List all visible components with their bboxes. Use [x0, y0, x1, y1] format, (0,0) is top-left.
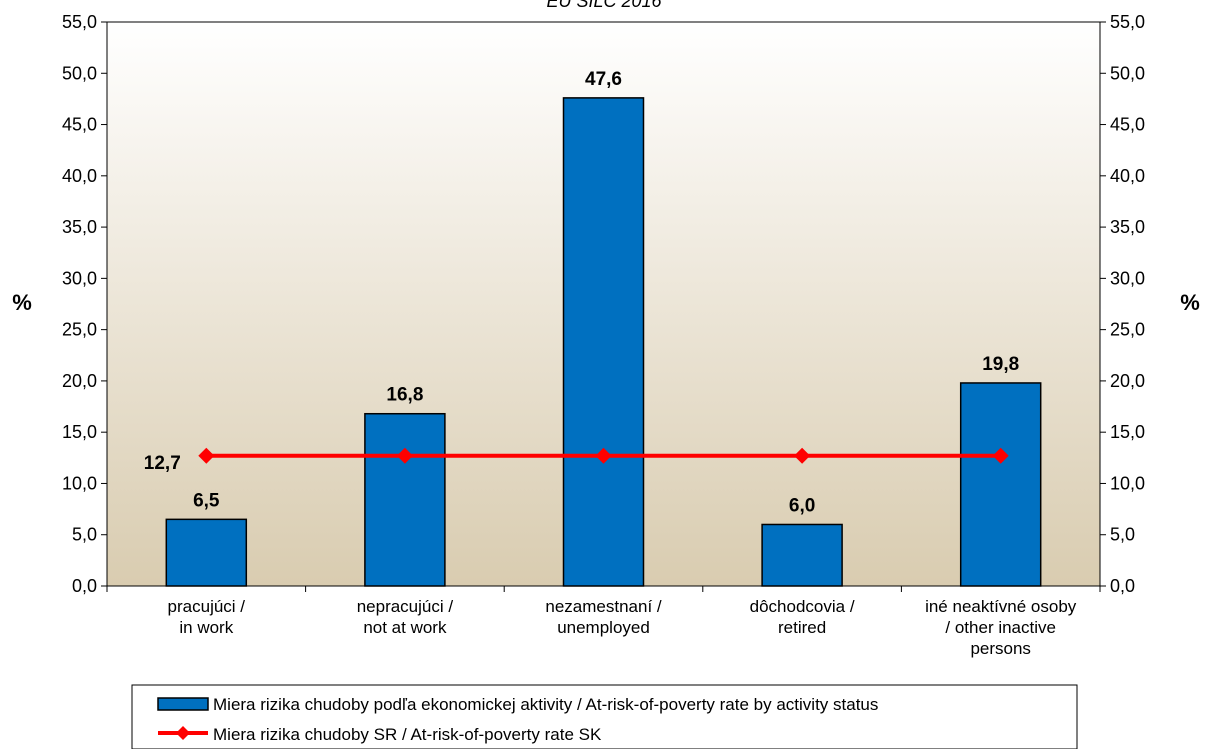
y-tick-label-right: 50,0 — [1110, 63, 1145, 83]
line-marker — [992, 447, 1009, 464]
x-axis: pracujúci / in work nepracujúci / not at wo… — [106, 586, 1101, 658]
bar — [761, 523, 843, 587]
line-value-label: 12,7 — [144, 453, 181, 474]
y-tick-label-left: 0,0 — [72, 576, 97, 596]
y-tick-label-left: 55,0 — [62, 12, 97, 32]
y-tick-label-right: 0,0 — [1110, 576, 1135, 596]
y-axis-title-left: % — [12, 290, 32, 315]
y-axis-left: 0,0 5,0 10,0 15,0 20,0 25,0 30,0 35,0 40,0 45,0 50… — [62, 12, 107, 596]
y-tick-label-right: 25,0 — [1110, 320, 1145, 340]
y-tick-label-right: 20,0 — [1110, 371, 1145, 391]
y-tick-label-right: 35,0 — [1110, 217, 1145, 237]
data-labels: 6,5 16,8 47,6 6,0 19,8 12,7 — [144, 69, 1019, 517]
y-tick-label-left: 30,0 — [62, 268, 97, 288]
bar-value-label: 47,6 — [585, 69, 622, 90]
bar — [959, 382, 1042, 587]
y-axis-title-right: % — [1180, 290, 1200, 315]
x-tick-label: iné neaktívné osoby / other inactive perso… — [925, 597, 1077, 658]
line-marker — [794, 447, 811, 464]
y-tick-label-right: 55,0 — [1110, 12, 1145, 32]
line-series — [198, 447, 1009, 464]
legend-bar-label: Miera rizika chudoby podľa ekonomickej a… — [213, 695, 878, 714]
y-tick-label-left: 50,0 — [62, 63, 97, 83]
bar — [165, 518, 248, 587]
bar-value-label: 6,0 — [789, 495, 815, 516]
x-tick-label: pracujúci / in work — [168, 597, 246, 637]
y-tick-label-left: 35,0 — [62, 217, 97, 237]
bar-series — [165, 97, 1042, 587]
y-tick-label-right: 5,0 — [1110, 525, 1135, 545]
x-tick-label: nepracujúci / not at work — [357, 597, 454, 637]
bar — [562, 97, 645, 587]
bar-value-label: 16,8 — [386, 385, 423, 406]
legend-bar-swatch — [157, 697, 209, 711]
bar-value-label: 19,8 — [982, 354, 1019, 375]
y-tick-label-right: 15,0 — [1110, 422, 1145, 442]
y-tick-label-left: 40,0 — [62, 166, 97, 186]
legend-line-label: Miera rizika chudoby SR / At-risk-of-pov… — [213, 725, 602, 744]
y-tick-label-left: 5,0 — [72, 525, 97, 545]
y-tick-label-right: 45,0 — [1110, 115, 1145, 135]
y-tick-label-left: 15,0 — [62, 422, 97, 442]
legend-box — [131, 684, 1078, 749]
line-marker — [198, 447, 215, 464]
chart-title: EU SILC 2016 — [546, 0, 662, 11]
y-tick-label-left: 20,0 — [62, 371, 97, 391]
x-tick-label: dôchodcovia / retired — [750, 597, 855, 637]
y-tick-label-left: 45,0 — [62, 115, 97, 135]
bar — [364, 412, 446, 587]
y-tick-label-left: 25,0 — [62, 320, 97, 340]
y-axis-right: 0,0 5,0 10,0 15,0 20,0 25,0 30,0 35,0 40,0 45,0 50… — [1100, 12, 1145, 596]
y-tick-label-right: 40,0 — [1110, 166, 1145, 186]
bar-value-label: 6,5 — [193, 490, 220, 511]
legend-line-marker — [176, 726, 190, 740]
line-marker — [396, 447, 413, 464]
legend: Miera rizika chudoby podľa ekonomickej a… — [131, 684, 1078, 749]
y-tick-label-left: 10,0 — [62, 473, 97, 493]
x-tick-label: nezamestnaní / unemployed — [545, 597, 662, 637]
line-marker — [595, 447, 612, 464]
y-tick-label-right: 30,0 — [1110, 268, 1145, 288]
y-tick-label-right: 10,0 — [1110, 473, 1145, 493]
